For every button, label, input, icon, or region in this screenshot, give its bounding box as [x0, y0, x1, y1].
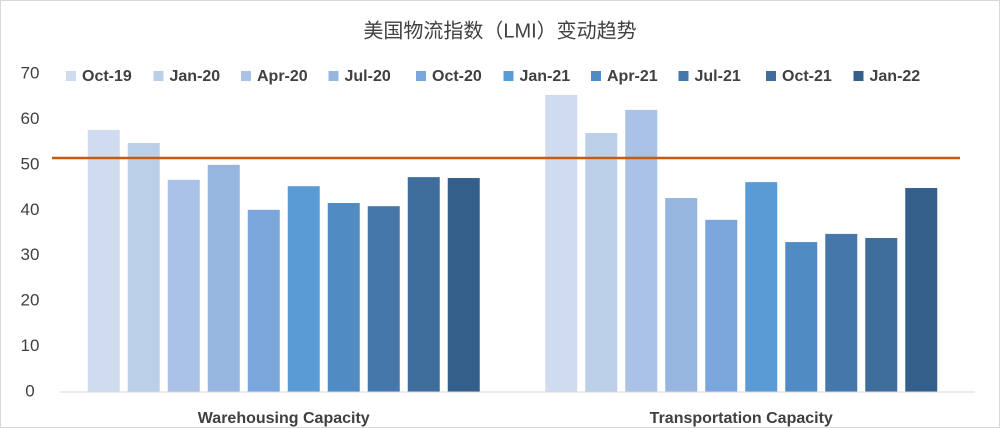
legend-label: Jan-20: [170, 68, 221, 85]
bar: [625, 109, 658, 392]
bar: [447, 178, 480, 392]
y-tick-label: 50: [21, 154, 40, 173]
legend-label: Jan-22: [870, 68, 921, 85]
y-tick-label: 70: [21, 63, 40, 82]
bar: [87, 129, 120, 392]
legend-label: Jul-21: [695, 68, 741, 85]
x-tick-label: Warehousing Capacity: [198, 410, 370, 427]
y-tick-label: 60: [21, 109, 40, 128]
bar: [825, 233, 858, 392]
y-tick-label: 30: [21, 245, 40, 264]
bar: [327, 203, 360, 392]
y-tick-label: 0: [25, 381, 34, 400]
bar: [705, 219, 738, 392]
legend-swatch: [678, 71, 689, 81]
legend-swatch: [241, 71, 251, 81]
bar: [127, 143, 160, 392]
legend-label: Apr-20: [257, 68, 308, 85]
bar: [665, 198, 698, 392]
bar: [905, 188, 938, 392]
bar: [865, 237, 898, 392]
legend-label: Apr-21: [607, 68, 658, 85]
legend-swatch: [416, 71, 426, 81]
bar: [247, 209, 280, 392]
legend-label: Jul-20: [345, 68, 391, 85]
legend-swatch: [591, 71, 601, 81]
y-tick-label: 10: [21, 336, 40, 355]
bar: [407, 177, 440, 392]
y-tick-label: 40: [21, 200, 40, 219]
legend-label: Oct-21: [782, 68, 832, 85]
bar: [367, 206, 400, 392]
legend-label: Jan-21: [520, 68, 571, 85]
legend-swatch: [853, 71, 864, 81]
legend-swatch: [503, 71, 514, 81]
bar: [745, 182, 778, 392]
bar: [545, 94, 578, 392]
bar: [585, 133, 618, 393]
legend-swatch: [153, 71, 164, 81]
bar: [287, 186, 320, 392]
bar: [785, 242, 818, 392]
legend-label: Oct-19: [82, 68, 132, 85]
chart-title: 美国物流指数（LMI）变动趋势: [363, 19, 636, 42]
legend-swatch: [66, 71, 76, 81]
x-tick-label: Transportation Capacity: [650, 410, 833, 427]
legend-swatch: [328, 71, 339, 81]
bar: [167, 179, 200, 392]
bar: [207, 164, 240, 392]
y-tick-label: 20: [21, 291, 40, 310]
legend-label: Oct-20: [432, 68, 482, 85]
legend-swatch: [766, 71, 776, 81]
